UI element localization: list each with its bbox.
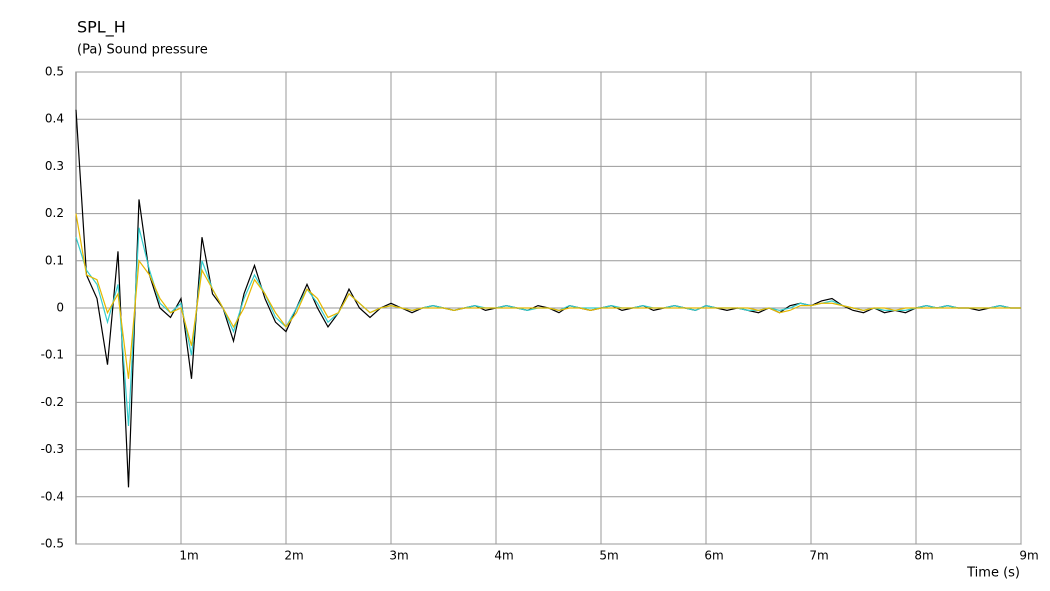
x-tick-label: 1m: [179, 549, 198, 563]
x-tick-label: 8m: [914, 549, 933, 563]
y-tick-label: -0.4: [41, 489, 64, 503]
x-tick-label: 4m: [494, 549, 513, 563]
y-tick-label: 0.3: [45, 159, 64, 173]
y-tick-label: 0.5: [45, 65, 64, 79]
x-axis-label: Time (s): [966, 566, 1020, 581]
y-tick-label: 0: [56, 301, 64, 315]
data-line: [75, 227, 1021, 427]
y-tick-label: -0.1: [41, 348, 64, 362]
y-tick-label: 0.4: [45, 112, 64, 126]
y-tick-label: -0.3: [41, 442, 64, 456]
x-tick-label: 6m: [704, 549, 723, 563]
x-tick-label: 5m: [599, 549, 618, 563]
y-tick-label: -0.2: [41, 395, 64, 409]
x-tick-label: 2m: [284, 549, 303, 563]
data-line: [75, 213, 1021, 379]
chart-subtitle: (Pa) Sound pressure: [77, 43, 208, 58]
chart-title: SPL_H: [77, 18, 126, 38]
y-tick-label: -0.5: [41, 537, 64, 551]
x-tick-label: 9m: [1019, 549, 1038, 563]
x-tick-label: 7m: [809, 549, 828, 563]
x-tick-label: 3m: [389, 549, 408, 563]
y-tick-label: 0.2: [45, 206, 64, 220]
y-tick-label: 0.1: [45, 253, 64, 267]
